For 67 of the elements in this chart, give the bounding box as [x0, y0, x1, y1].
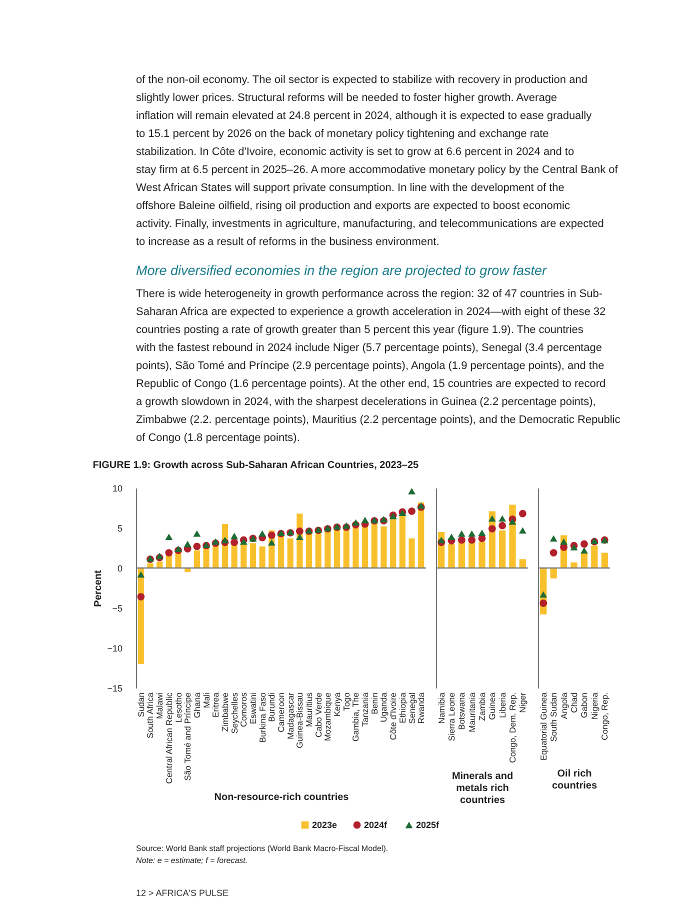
x-tick-label: Sierra Leone: [446, 692, 457, 742]
x-tick-label: Malawi: [154, 692, 165, 719]
x-tick-label: Benin: [369, 692, 380, 714]
x-tick-label: Mali: [201, 692, 212, 708]
x-tick-label: Uganda: [378, 692, 389, 722]
source-note: Source: World Bank staff projections (World Bank Macro-Fiscal Model).: [136, 844, 388, 853]
y-tick-label: 0: [117, 564, 122, 574]
x-tick-label: Madagascar: [285, 692, 296, 740]
x-tick-label: Congo, Dem. Rep.: [507, 692, 518, 763]
x-tick-label: Comoros: [238, 692, 249, 727]
y-tick-label: 5: [117, 524, 122, 534]
legend-label: 2024f: [364, 820, 388, 830]
x-axis-title: Oil rich countries: [552, 768, 598, 792]
x-tick-label: Seychelles: [229, 692, 240, 734]
text: 12 > AFRICA'S PULSE: [136, 888, 229, 898]
x-tick-label: Burundi: [266, 692, 277, 722]
y-tick-label: −10: [107, 644, 122, 654]
x-tick-label: South Sudan: [548, 692, 559, 742]
y-axis-title: Percent: [93, 569, 104, 607]
text: of the non-oil economy. The oil sector is expected to stabilize with recovery in production and slightly lower prices. Structural reforms will be needed to foster higher growth. Average inflation will remain elevated at 24.8 percent in 2024, although it is expected to ease gradually to 15.1 percent by 2026 on the back of monetary policy tightening and exchange rate stabilization. In Côte d'Ivoire, economic activity is set to grow at 6.6 percent in 2024 and to stay firm at 6.5 percent in 2025–26. A more accommodative monetary policy by the Central Bank of West African States will support private consumption. In line with the development of the offshore Baleine oilfield, rising oil production and exports are expected to boost economic activity. Finally, investments in agriculture, manufacturing, and telecommunications are expected to increase as a result of reforms in the business environment.: [136, 74, 618, 248]
x-tick-label: Mauritania: [466, 692, 477, 732]
y-tick-label: 10: [112, 484, 122, 494]
x-tick-label: Cameroon: [276, 692, 286, 732]
x-tick-label: Gabon: [579, 692, 590, 718]
x-tick-label: São Tomé and Príncipe: [182, 692, 193, 781]
text: More diversified economies in the region are projected to grow faster: [136, 263, 547, 278]
x-tick-label: Liberia: [497, 692, 508, 718]
x-tick-label: Nigeria: [589, 692, 600, 720]
x-tick-label: Gambia, The: [350, 692, 361, 742]
x-tick-label: Mozambique: [322, 692, 333, 742]
x-tick-label: Central African Republic: [164, 692, 174, 784]
x-tick-label: Angola: [558, 692, 569, 719]
x-tick-label: Namibia: [436, 692, 446, 724]
legend-label: 2023e: [312, 820, 338, 830]
x-tick-label: Senegal: [406, 692, 417, 724]
x-tick-label: Guinea: [487, 692, 498, 720]
x-tick-label: Côte d'Ivoire: [388, 692, 398, 740]
x-tick-label: Zimbabwe: [220, 692, 230, 732]
x-tick-label: Kenya: [332, 692, 342, 717]
x-tick-label: Ghana: [192, 692, 202, 718]
x-axis-title: Minerals and metals rich countries: [452, 770, 514, 806]
x-tick-label: Botswana: [456, 692, 467, 730]
legend-label: 2025f: [416, 820, 440, 830]
x-tick-label: Congo, Rep.: [600, 692, 610, 740]
x-tick-label: Sudan: [136, 692, 146, 718]
x-tick-label: Cabo Verde: [313, 692, 324, 738]
x-tick-label: Eritrea: [210, 692, 221, 718]
x-tick-label: Rwanda: [416, 692, 426, 724]
x-tick-label: Zambia: [477, 692, 487, 721]
y-tick-label: −15: [107, 684, 122, 694]
x-tick-label: Lesotho: [173, 692, 184, 723]
x-tick-label: Equatorial Guinea: [538, 692, 548, 761]
text: There is wide heterogeneity in growth performance across the region: 32 of 47 countries in Sub-Saharan Africa are expected to experience a growth acceleration in 2024—with eight of these 32 countries posting a rate of growth greater than 5 percent this year (figure 1.9). The countries with the fastest rebound in 2024 include Niger (5.7 percentage points), Senegal (3.4 percentage points), São Tomé and Príncipe (2.9 percentage points), Angola (1.9 percentage points), and the Republic of Congo (1.6 percentage points). At the other end, 15 countries are expected to record a growth slowdown in 2024, with the sharpest decelerations in Guinea (2.2 percentage points), Zimbabwe (2.2. percentage points), Mauritius (2.2 percentage points), and the Democratic Republic of Congo (1.8 percentage points).: [136, 288, 620, 444]
x-tick-label: Tanzania: [360, 692, 370, 727]
x-tick-label: Guinea-Bissau: [294, 692, 305, 748]
x-axis-title: Non-resource-rich countries: [214, 792, 350, 804]
x-tick-label: Ethiopia: [397, 692, 408, 724]
x-tick-label: Togo: [341, 692, 352, 711]
chart-title: FIGURE 1.9: Growth across Sub-Saharan African Countries, 2023–25: [92, 460, 420, 471]
y-tick-label: −5: [112, 604, 122, 614]
x-tick-label: Burkina Faso: [257, 692, 268, 743]
x-tick-label: Mauritius: [304, 692, 314, 727]
x-tick-label: South Africa: [145, 692, 156, 738]
x-tick-label: Chad: [569, 692, 579, 713]
text: Note: e = estimate; f = forecast.: [136, 856, 248, 865]
x-tick-label: Eswatini: [248, 692, 258, 724]
x-tick-label: Niger: [518, 692, 528, 713]
